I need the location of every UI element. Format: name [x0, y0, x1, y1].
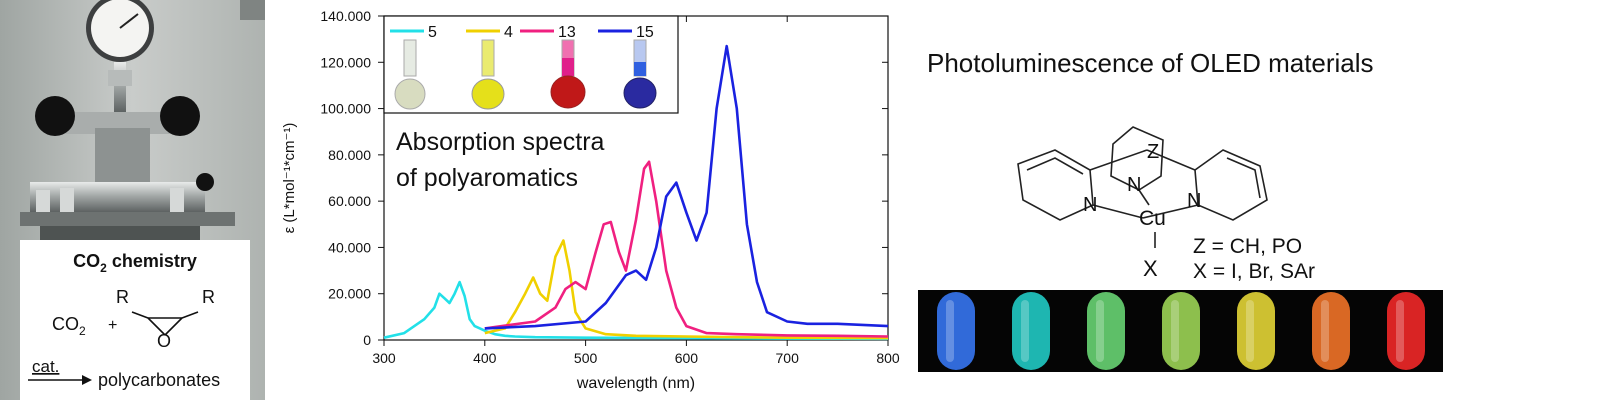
absorption-chart-svg: 300 400 500 600 700 800 0 20.000 40.000 60.000 80.… [281, 8, 900, 392]
flask-4 [471, 39, 505, 110]
y-tick-label: 80.000 [328, 147, 371, 163]
glow-tube-7 [1387, 292, 1425, 370]
co2-chemistry-box: CO2 chemistry CO2 + R R O cat. polycarbo… [20, 240, 250, 400]
atom-n-middle: N [1127, 174, 1141, 196]
co2-reactant: CO2 [52, 314, 86, 338]
co2-scheme: CO2 chemistry CO2 + R R O cat. polycarbo… [28, 251, 220, 390]
y-tick-label: 60.000 [328, 193, 371, 209]
x-tick-label: 300 [372, 350, 396, 366]
glow-highlight-2 [1021, 300, 1029, 362]
glow-highlight-7 [1396, 300, 1404, 362]
series-line-4 [484, 239, 889, 340]
photoluminescence-photo [918, 290, 1443, 372]
y-axis-label: ε (L*mol⁻¹*cm⁻¹) [281, 123, 298, 234]
epoxide-structure [131, 311, 199, 336]
series-line-13 [484, 160, 889, 338]
y-tick-label: 120.000 [320, 54, 371, 70]
legend-label-13: 13 [558, 24, 576, 41]
flask-15 [623, 39, 657, 109]
epoxide-r-left: R [116, 287, 129, 307]
epoxide-oxygen: O [157, 331, 171, 351]
x-tick-label: 600 [675, 350, 699, 366]
glow-highlight-3 [1096, 300, 1104, 362]
glow-highlight-1 [946, 300, 954, 362]
atom-cu: Cu [1139, 207, 1166, 230]
oled-title: Photoluminescence of OLED materials [927, 48, 1374, 78]
atom-z: Z [1147, 141, 1159, 163]
legend-label-4: 4 [504, 24, 513, 41]
y-tick-label: 140.000 [320, 8, 371, 24]
glow-highlight-5 [1246, 300, 1254, 362]
legend-label-15: 15 [636, 24, 654, 41]
y-tick-label: 40.000 [328, 239, 371, 255]
oled-panel: Photoluminescence of OLED materials Z N … [915, 0, 1600, 400]
atom-x: X [1143, 256, 1158, 281]
catalyst-label: cat. [32, 357, 59, 376]
glow-tube-4 [1162, 292, 1200, 370]
z-definition: Z = CH, PO [1193, 235, 1302, 258]
x-axis-label: wavelength (nm) [576, 375, 695, 392]
x-definition: X = I, Br, SAr [1193, 260, 1315, 283]
absorption-chart: 300 400 500 600 700 800 0 20.000 40.000 60.000 80.… [280, 0, 910, 400]
x-tick-label: 800 [876, 350, 900, 366]
y-tick-label: 100.000 [320, 101, 371, 117]
glow-tube-3 [1087, 292, 1125, 370]
x-tick-label: 700 [776, 350, 800, 366]
copper-complex-structure: Z N N N Cu X Z = CH, PO X = I, Br, SAr [1017, 126, 1315, 283]
chart-annotation-line2: of polyaromatics [396, 164, 578, 192]
legend-inset: 5 4 13 15 [383, 15, 679, 114]
plus-sign: + [108, 317, 117, 334]
chart-annotation-line1: Absorption spectra [396, 128, 605, 156]
x-tick-label: 400 [473, 350, 497, 366]
glow-highlight-4 [1171, 300, 1179, 362]
series-line-15 [484, 44, 889, 330]
legend-label-5: 5 [428, 24, 437, 41]
glow-tube-2 [1012, 292, 1050, 370]
glow-highlight-6 [1321, 300, 1329, 362]
x-tick-label: 500 [574, 350, 598, 366]
reactor-photo: CO2 chemistry CO2 + R R O cat. polycarbo… [0, 0, 265, 400]
atom-n-left: N [1083, 194, 1097, 216]
atom-n-right: N [1187, 190, 1201, 212]
y-tick-label: 0 [363, 332, 371, 348]
glow-tube-1 [937, 292, 975, 370]
flask-13 [550, 39, 586, 109]
epoxide-r-right: R [202, 287, 215, 307]
glow-tube-6 [1312, 292, 1350, 370]
series-line-5 [383, 280, 889, 341]
product-label: polycarbonates [98, 370, 220, 390]
y-tick-label: 20.000 [328, 286, 371, 302]
reaction-arrowhead [82, 375, 92, 385]
glow-tube-5 [1237, 292, 1275, 370]
glowing-tubes [937, 292, 1425, 370]
flask-5 [394, 39, 426, 110]
co2-title: CO2 chemistry [73, 251, 197, 275]
